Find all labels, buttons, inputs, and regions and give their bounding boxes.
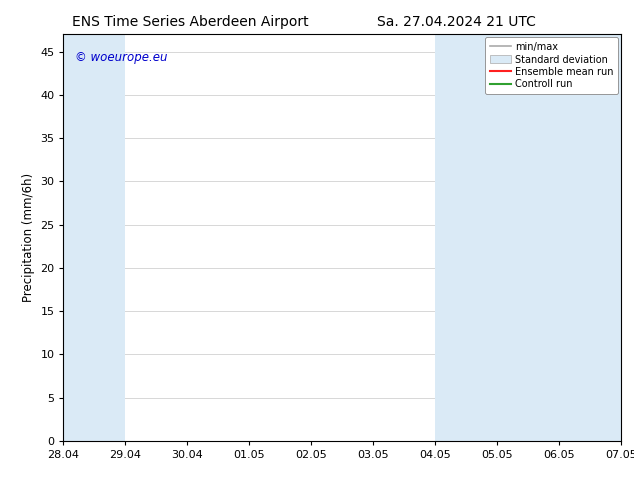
Legend: min/max, Standard deviation, Ensemble mean run, Controll run: min/max, Standard deviation, Ensemble me… (485, 37, 618, 94)
Text: ENS Time Series Aberdeen Airport: ENS Time Series Aberdeen Airport (72, 15, 309, 29)
Bar (63, 34, 126, 441)
Text: Sa. 27.04.2024 21 UTC: Sa. 27.04.2024 21 UTC (377, 15, 536, 29)
Text: © woeurope.eu: © woeurope.eu (75, 50, 167, 64)
Y-axis label: Precipitation (mm/6h): Precipitation (mm/6h) (22, 173, 35, 302)
Bar (436, 34, 559, 441)
Bar (559, 34, 634, 441)
